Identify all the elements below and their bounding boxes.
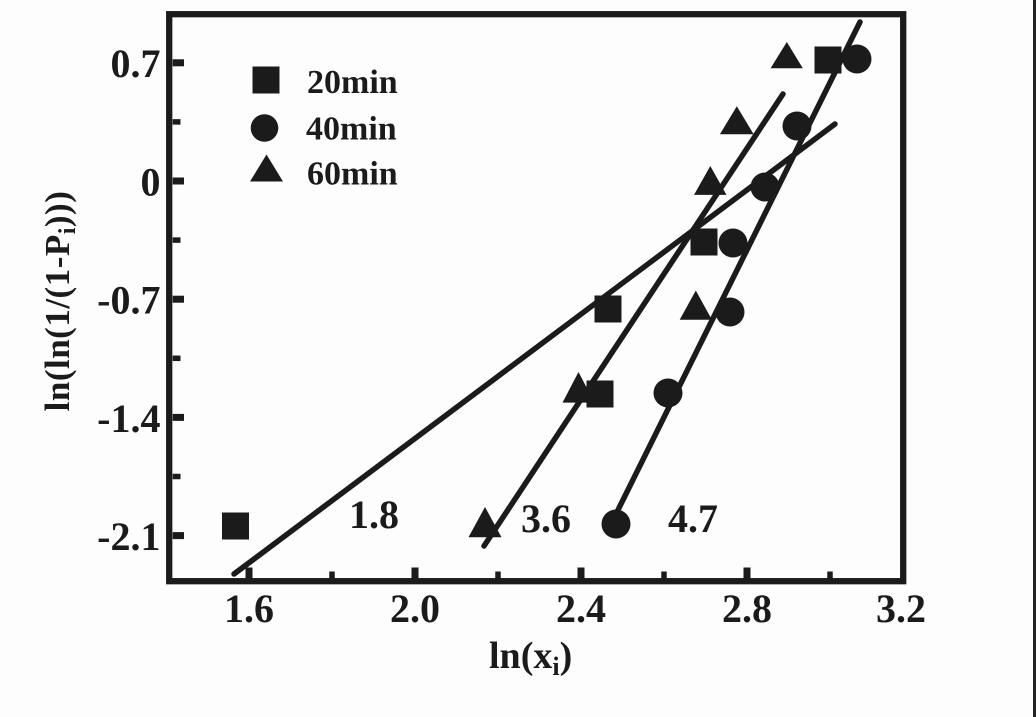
svg-text:3.2: 3.2	[876, 586, 926, 631]
svg-text:4.7: 4.7	[668, 496, 718, 541]
svg-text:-0.7: -0.7	[97, 278, 160, 323]
svg-text:60min: 60min	[307, 156, 398, 193]
svg-text:20min: 20min	[307, 64, 398, 101]
svg-text:2.8: 2.8	[722, 586, 772, 631]
svg-text:1.6: 1.6	[224, 586, 274, 631]
svg-text:ln(ln(1/(1-Pi))): ln(ln(1/(1-Pi)))	[38, 191, 81, 412]
svg-text:3.6: 3.6	[521, 496, 571, 541]
svg-text:2.0: 2.0	[390, 586, 440, 631]
svg-text:40min: 40min	[306, 111, 397, 148]
svg-text:1.8: 1.8	[349, 492, 399, 537]
svg-text:2.4: 2.4	[556, 586, 606, 631]
svg-text:ln(xi): ln(xi)	[489, 635, 572, 681]
svg-text:0: 0	[141, 159, 161, 204]
svg-text:-1.4: -1.4	[97, 396, 160, 441]
svg-text:0.7: 0.7	[111, 41, 161, 86]
svg-text:-2.1: -2.1	[97, 514, 160, 559]
